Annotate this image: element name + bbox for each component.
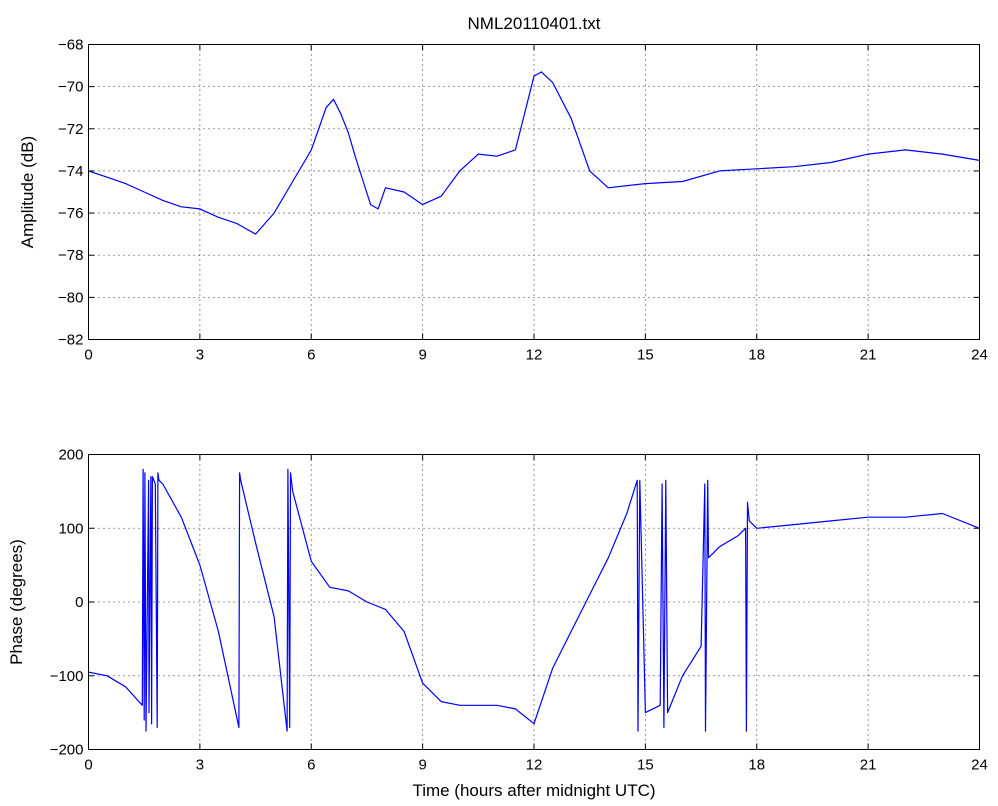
- amplitude-x-tick-label: 3: [196, 347, 204, 364]
- amplitude-x-tick-label: 21: [860, 347, 877, 364]
- phase-y-tick-label: 0: [75, 594, 83, 611]
- amplitude-series-line-0: [88, 71, 980, 235]
- amplitude-series-group: [88, 71, 980, 235]
- amplitude-x-tick-label: 18: [748, 347, 765, 364]
- phase-y-tick-label: 100: [58, 520, 83, 537]
- phase-x-tick-label: 6: [307, 757, 315, 774]
- phase-x-axis-label: Time (hours after midnight UTC): [412, 781, 655, 800]
- amplitude-y-tick-label: −74: [58, 163, 83, 180]
- phase-x-tick-label: 0: [84, 757, 92, 774]
- amplitude-y-tick-label: −82: [58, 332, 83, 349]
- phase-y-tick-label: −200: [50, 742, 84, 759]
- phase-x-tick-label: 15: [637, 757, 654, 774]
- amplitude-grid: [88, 44, 980, 340]
- phase-y-ticks: −200 −100 0 100 200: [50, 447, 980, 759]
- phase-y-tick-label: 200: [58, 447, 83, 464]
- amplitude-x-tick-label: 12: [526, 347, 543, 364]
- amplitude-y-tick-label: −68: [58, 37, 83, 54]
- amplitude-x-tick-label: 0: [84, 347, 92, 364]
- amplitude-panel: NML20110401.txt 0 3 6 9 12 15 18 21 24 −82 −80 −78…: [18, 14, 988, 364]
- phase-x-tick-label: 24: [971, 757, 988, 774]
- amplitude-y-tick-label: −76: [58, 205, 83, 222]
- amplitude-y-axis-label: Amplitude (dB): [18, 136, 37, 248]
- amplitude-y-tick-label: −72: [58, 121, 83, 138]
- amplitude-y-ticks: −82 −80 −78 −76 −74 −72 −70 −68: [58, 37, 980, 349]
- amplitude-x-tick-label: 6: [307, 347, 315, 364]
- phase-x-tick-label: 21: [860, 757, 877, 774]
- phase-panel: 0 3 6 9 12 15 18 21 24 −200 −100 0 100 200 Phase (de…: [7, 447, 988, 801]
- amplitude-x-tick-label: 15: [637, 347, 654, 364]
- phase-x-tick-label: 12: [526, 757, 543, 774]
- amplitude-x-tick-label: 24: [971, 347, 988, 364]
- chart-title: NML20110401.txt: [468, 14, 601, 33]
- phase-x-tick-label: 3: [196, 757, 204, 774]
- amplitude-y-tick-label: −70: [58, 79, 83, 96]
- amplitude-x-tick-label: 9: [418, 347, 426, 364]
- phase-x-tick-label: 9: [418, 757, 426, 774]
- amplitude-y-tick-label: −80: [58, 289, 83, 306]
- phase-y-axis-label: Phase (degrees): [7, 539, 26, 665]
- phase-series-group: [88, 468, 980, 732]
- phase-series-line-0: [88, 468, 980, 732]
- phase-y-tick-label: −100: [50, 668, 84, 685]
- amplitude-x-ticks: 0 3 6 9 12 15 18 21 24: [84, 44, 988, 364]
- phase-x-ticks: 0 3 6 9 12 15 18 21 24: [84, 454, 988, 774]
- amplitude-y-tick-label: −78: [58, 247, 83, 264]
- phase-x-tick-label: 18: [748, 757, 765, 774]
